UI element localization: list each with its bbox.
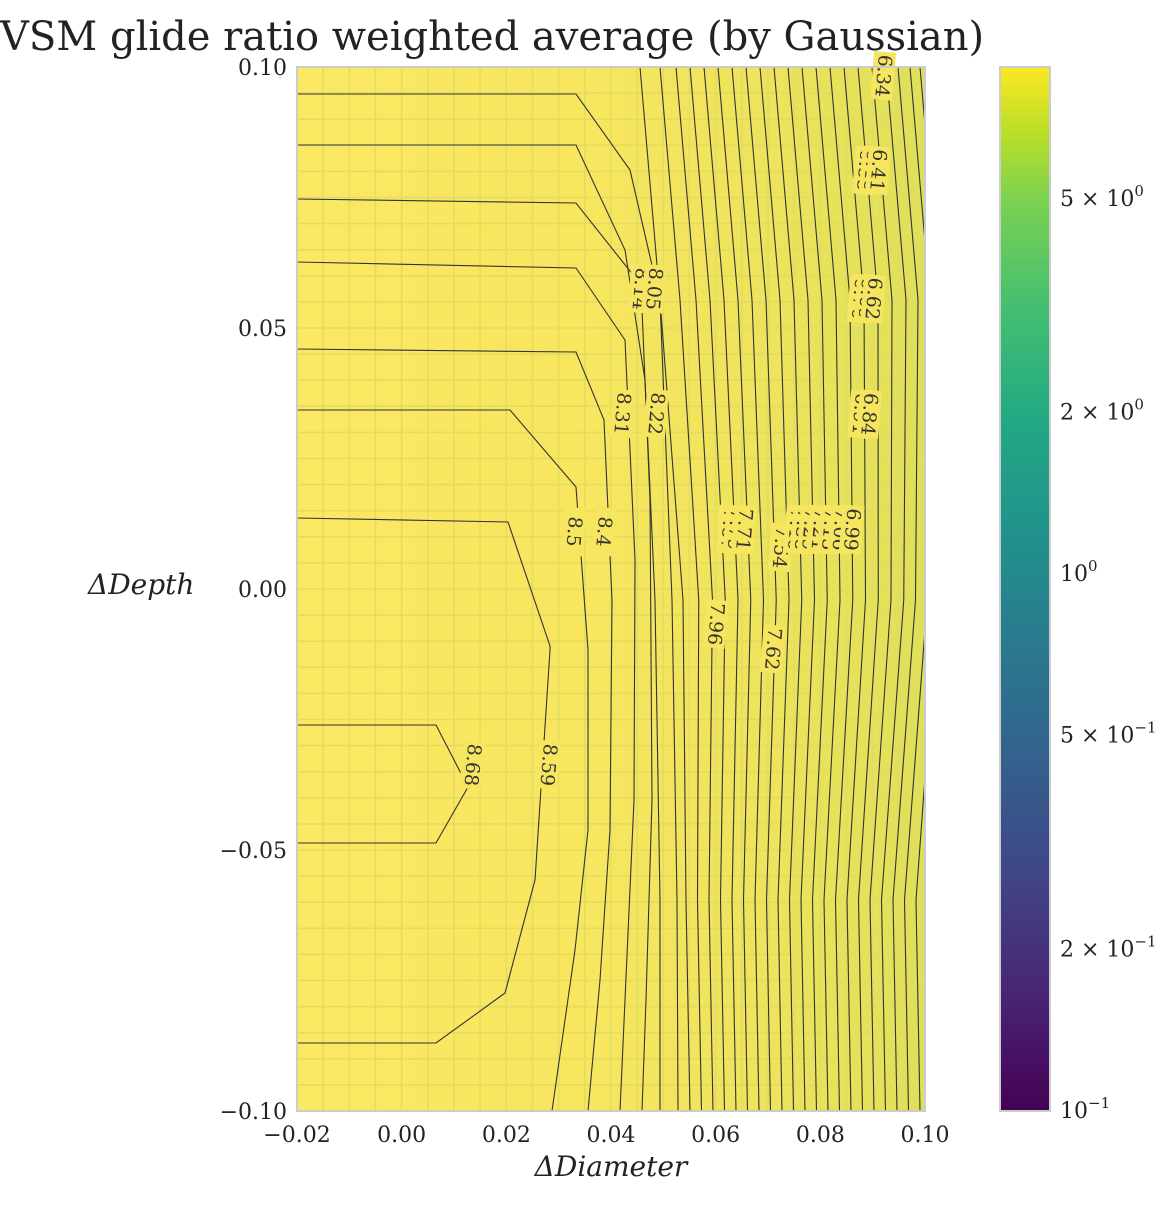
contour-label: 6.99 [839, 507, 865, 551]
contour-label: 6.84 [856, 392, 882, 436]
contour-label: 6.62 [860, 277, 886, 321]
contour-label: 8.5 [562, 516, 587, 548]
colorbar-ticks: 10−1 2 × 10−1 5 × 10−1 100 2 × 100 5 × 100 [1060, 182, 1157, 1124]
contour-line [745, 67, 777, 1111]
x-axis-ticks: −0.02 0.00 0.02 0.04 0.06 0.08 0.10 [263, 1123, 949, 1148]
x-tick-label: 0.10 [901, 1123, 950, 1148]
chart-title: VSM glide ratio weighted average (by Gau… [0, 14, 985, 60]
contour-line [297, 261, 636, 1111]
colorbar-tick-label: 2 × 10−1 [1060, 932, 1157, 962]
contour-label: 7.96 [703, 602, 729, 646]
contour-label: 8.4 [591, 516, 616, 548]
contour-label-bg [560, 506, 587, 557]
contour-line [297, 409, 589, 1111]
contour-label-bg [730, 504, 757, 555]
contour-label-bg [590, 506, 617, 557]
contour-label: 8.31 [609, 392, 635, 436]
contour-label-bg [642, 388, 670, 439]
contour-label-bg [759, 624, 786, 674]
contour-label-bg [702, 599, 729, 649]
y-tick-label: 0.00 [238, 578, 287, 603]
contour-line [843, 67, 867, 1111]
contour-line [787, 67, 816, 1111]
y-tick-label: −0.05 [220, 839, 287, 864]
contour-line [759, 67, 790, 1111]
contour-line [717, 67, 752, 1111]
x-axis-label: ΔDiameter [534, 1150, 688, 1183]
contour-label-bg [608, 388, 636, 439]
contour-line [297, 144, 661, 1111]
contour-line [869, 67, 893, 1111]
contour-label-bg [459, 740, 486, 790]
colorbar-tick-label: 10−1 [1060, 1094, 1110, 1124]
contour-label: 6.34 [870, 54, 896, 98]
contour-line [829, 67, 854, 1111]
y-tick-label: 0.10 [238, 56, 287, 81]
contour-line [903, 67, 925, 1111]
colorbar-tick-label: 5 × 10−1 [1060, 719, 1157, 749]
contour-line [815, 67, 841, 1111]
plot-frame [296, 66, 926, 1112]
contour-label-bg [640, 263, 667, 314]
y-tick-label: −0.10 [220, 1100, 287, 1125]
contour-line [703, 67, 739, 1111]
contour-line [892, 67, 919, 1111]
contour-label-bg [838, 504, 865, 555]
contour-label: 7.62 [760, 627, 786, 671]
contour-label-bg [870, 51, 897, 101]
contour-line [915, 67, 925, 1111]
colorbar-tick-label: 5 × 100 [1060, 182, 1144, 212]
contour-label: 6.41 [865, 148, 891, 192]
contour-line [689, 67, 726, 1111]
contour-label-bg [535, 740, 562, 790]
colorbar [999, 66, 1051, 1112]
y-axis-label: ΔDepth [88, 568, 195, 601]
contour-line [659, 67, 703, 1111]
x-tick-label: 0.06 [691, 1123, 740, 1148]
contour-label: 8.59 [535, 743, 561, 787]
contour-label: 8.22 [643, 392, 669, 436]
y-axis-ticks: −0.10 −0.05 0.00 0.05 0.10 [220, 56, 287, 1125]
contour-label: 8.05 [641, 267, 667, 311]
contour-labels: 8.688.598.58.48.318.228.148.057.967.877.… [459, 51, 897, 790]
contour-label: 8.68 [460, 743, 486, 787]
contour-label-bg [864, 145, 891, 196]
grid-lines [297, 67, 925, 1111]
contour-line [297, 348, 613, 1111]
colorbar-tick-label: 2 × 100 [1060, 395, 1144, 425]
x-tick-label: −0.02 [263, 1123, 330, 1148]
x-tick-label: 0.00 [377, 1123, 426, 1148]
contour-label: 7.71 [731, 507, 757, 551]
contour-line [857, 67, 879, 1111]
contour-label-bg [860, 273, 887, 324]
contour-line [731, 67, 765, 1111]
x-tick-label: 0.04 [587, 1123, 636, 1148]
contour-line [639, 67, 691, 1111]
colorbar-tick-label: 100 [1060, 557, 1098, 587]
contour-line [773, 67, 803, 1111]
contour-label-bg [855, 389, 883, 439]
contour-line [880, 67, 907, 1111]
contour-line [801, 67, 828, 1111]
x-tick-label: 0.02 [482, 1123, 531, 1148]
y-tick-label: 0.05 [238, 317, 287, 342]
x-tick-label: 0.08 [796, 1123, 845, 1148]
